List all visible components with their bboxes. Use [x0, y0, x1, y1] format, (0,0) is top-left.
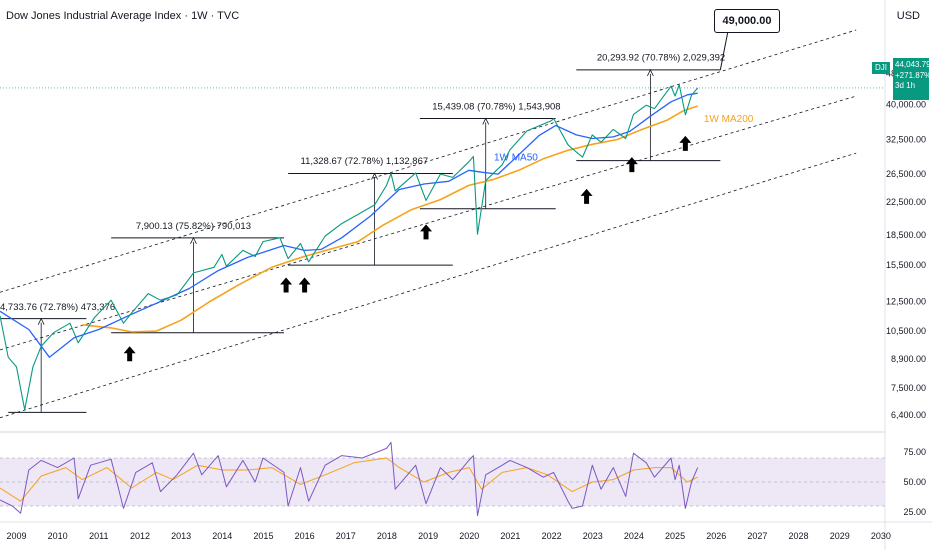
x-tick-label: 2030 — [871, 531, 891, 541]
rsi-line — [0, 441, 699, 517]
support-arrow-icon — [625, 157, 638, 173]
x-tick-label: 2027 — [747, 531, 767, 541]
measure-arrow-head — [371, 172, 378, 180]
y-tick-label: 18,500.00 — [886, 230, 926, 240]
measure-arrow-head — [647, 69, 654, 77]
symbol-tag: DJI — [872, 62, 890, 74]
x-tick-label: 2017 — [336, 531, 356, 541]
measure-label: 20,293.92 (70.78%) 2,029,392 — [597, 52, 725, 63]
chart-title: Dow Jones Industrial Average Index · 1W … — [6, 10, 240, 22]
support-arrow-icon — [280, 277, 293, 293]
x-tick-label: 2013 — [171, 531, 191, 541]
measure-label: 11,328.67 (72.78%) 1,132,867 — [300, 156, 428, 167]
y-tick-label: 12,500.00 — [886, 297, 926, 307]
ma200-line — [82, 105, 698, 333]
support-arrow-icon — [420, 224, 433, 240]
target-pointer — [719, 30, 729, 70]
measure-label: 7,900.13 (75.82%) 790,013 — [136, 221, 251, 232]
rsi-y-tick-label: 50.00 — [903, 477, 926, 487]
ma50-label: 1W MA50 — [494, 153, 538, 164]
x-tick-label: 2023 — [583, 531, 603, 541]
y-tick-label: 40,000.00 — [886, 99, 926, 109]
y-tick-label: 26,500.00 — [886, 169, 926, 179]
x-tick-label: 2028 — [789, 531, 809, 541]
measure-label: 4,733.76 (72.78%) 473,376 — [0, 302, 115, 313]
support-arrow-icon — [679, 135, 692, 151]
ma50-line — [0, 92, 698, 358]
support-arrow-icon — [298, 277, 311, 293]
support-arrow-icon — [580, 188, 593, 204]
channel-line — [0, 152, 857, 419]
x-tick-label: 2024 — [624, 531, 644, 541]
x-tick-label: 2020 — [459, 531, 479, 541]
measure-arrow-head — [37, 317, 45, 325]
channel-line — [0, 29, 857, 293]
y-tick-label: 10,500.00 — [886, 326, 926, 336]
price-change: +271.87% — [895, 70, 932, 80]
y-tick-label: 7,500.00 — [891, 383, 926, 393]
x-tick-label: 2025 — [665, 531, 685, 541]
rsi-y-tick-label: 25.00 — [903, 507, 926, 517]
measure-arrow-head — [482, 117, 490, 125]
x-tick-label: 2026 — [706, 531, 726, 541]
channel-line — [0, 95, 857, 351]
price-line — [0, 84, 699, 411]
currency-label[interactable]: USD — [896, 10, 920, 22]
x-tick-label: 2021 — [500, 531, 520, 541]
x-tick-label: 2015 — [253, 531, 273, 541]
measure-arrow-head — [190, 236, 197, 245]
x-tick-label: 2011 — [89, 531, 108, 541]
support-arrow-icon — [123, 346, 136, 362]
last-price: 44,043.79 — [895, 60, 931, 69]
last-price-tag: 44,043.79 +271.87% 3d 1h — [893, 58, 932, 100]
x-tick-label: 2016 — [295, 531, 315, 541]
x-tick-label: 2009 — [6, 531, 26, 541]
measure-label: 15,439.08 (70.78%) 1,543,908 — [432, 101, 560, 112]
x-tick-label: 2014 — [212, 531, 232, 541]
bar-countdown: 3d 1h — [895, 81, 916, 90]
x-tick-label: 2018 — [377, 531, 397, 541]
y-tick-label: 22,500.00 — [886, 197, 926, 207]
x-tick-label: 2019 — [418, 531, 438, 541]
x-tick-label: 2022 — [542, 531, 562, 541]
y-tick-label: 15,500.00 — [886, 260, 926, 270]
target-price-label: 49,000.00 — [714, 9, 780, 33]
x-tick-label: 2012 — [130, 531, 150, 541]
rsi-y-tick-label: 75.00 — [903, 447, 926, 457]
y-tick-label: 8,900.00 — [891, 354, 926, 364]
y-tick-label: 6,400.00 — [891, 410, 926, 420]
ma200-label: 1W MA200 — [704, 114, 754, 125]
y-tick-label: 32,500.00 — [886, 135, 926, 145]
x-tick-label: 2029 — [830, 531, 850, 541]
x-tick-label: 2010 — [48, 531, 68, 541]
